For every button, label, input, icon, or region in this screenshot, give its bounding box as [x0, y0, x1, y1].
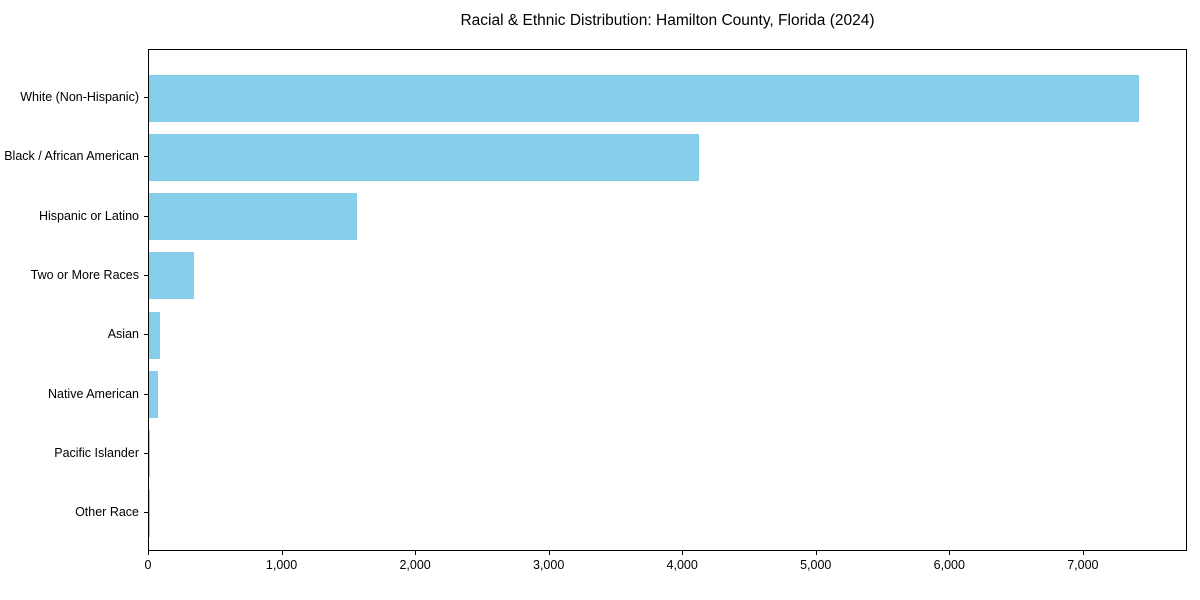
y-axis-label-white-non-hispanic: White (Non-Hispanic): [20, 90, 139, 104]
chart-title: Racial & Ethnic Distribution: Hamilton C…: [460, 12, 875, 29]
x-axis-label-7000: 7,000: [1067, 558, 1099, 572]
x-tick-mark: [281, 551, 283, 555]
y-axis-label-other-race: Other Race: [75, 505, 139, 520]
y-axis-label-black-african-american: Black / African American: [4, 149, 139, 164]
y-axis-label-native-american: Native American: [47, 386, 139, 401]
bar-hispanic-or-latino: [149, 193, 358, 241]
x-axis-label-6000: 6,000: [933, 558, 965, 572]
bar-pacific-islander: [149, 430, 150, 478]
plot-area: [148, 49, 1187, 551]
y-axis-label-asian: Asian: [107, 327, 139, 342]
x-tick-mark: [949, 551, 951, 555]
y-tick-mark: [144, 97, 148, 98]
y-tick-mark: [144, 512, 148, 514]
x-tick-mark: [1082, 551, 1084, 555]
y-tick-mark: [144, 334, 148, 336]
bar-asian: [149, 311, 161, 359]
x-axis-label-0: 0: [144, 558, 152, 572]
bar-two-or-more-races: [149, 252, 195, 300]
x-tick-mark: [682, 551, 684, 555]
x-tick-mark: [815, 551, 817, 555]
y-tick-mark: [144, 156, 148, 158]
x-tick-mark: [548, 551, 550, 555]
y-tick-mark: [144, 393, 148, 395]
bar-black-african-american: [149, 133, 700, 181]
x-tick-mark: [415, 551, 417, 555]
x-axis-label-4000: 4,000: [666, 558, 698, 572]
y-axis-label-pacific-islander: Pacific Islander: [54, 445, 139, 460]
y-tick-mark: [144, 215, 148, 217]
y-tick-mark: [144, 452, 148, 454]
bar-native-american: [149, 371, 158, 418]
x-axis-label-5000: 5,000: [800, 558, 832, 572]
x-axis-label-3000: 3,000: [533, 558, 565, 572]
bar-white-non-hispanic: [149, 74, 1139, 122]
y-tick-mark: [144, 274, 148, 276]
y-axis-label-hispanic-or-latino: Hispanic or Latino: [38, 208, 139, 223]
x-axis-label-2000: 2,000: [399, 558, 431, 572]
x-tick-mark: [148, 551, 149, 555]
y-axis-label-two-or-more-races: Two or More Races: [30, 267, 139, 282]
x-axis-label-1000: 1,000: [265, 558, 298, 572]
